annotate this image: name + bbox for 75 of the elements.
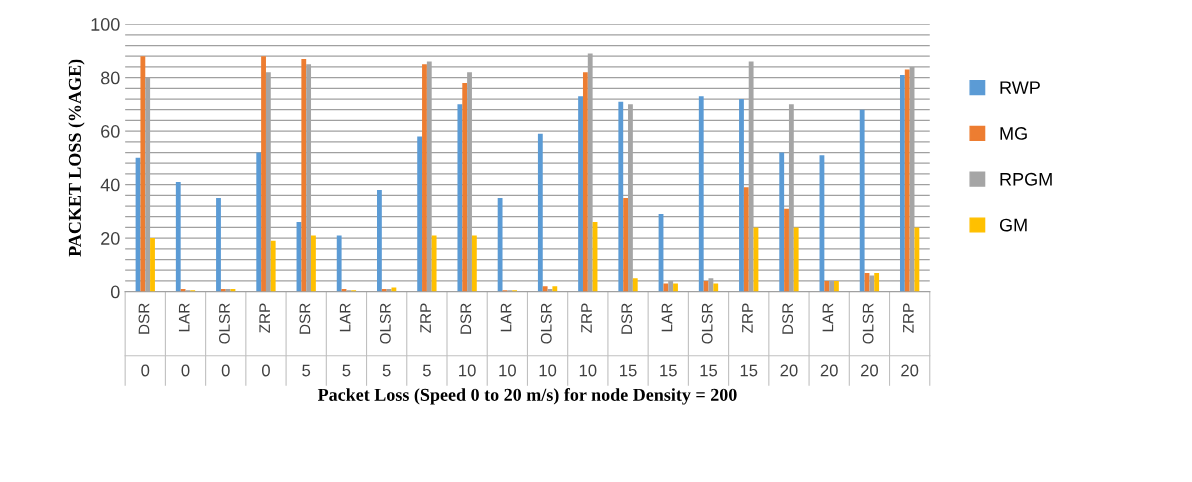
x-axis-title: Packet Loss (Speed 0 to 20 m/s) for node Density = 200: [317, 388, 737, 405]
category-label: 10 DSR: [459, 303, 476, 377]
bar: [336, 235, 342, 292]
legend-label: MG: [1000, 127, 1027, 140]
y-tick-label: 20: [101, 232, 120, 245]
bar: [899, 74, 905, 292]
bar: [462, 82, 468, 292]
bar: [537, 133, 543, 292]
category-label: 10 ZRP: [579, 303, 597, 377]
y-tick-label: 80: [101, 71, 120, 85]
category-label: 0 LAR: [178, 303, 190, 377]
y-tick-label: 40: [100, 178, 120, 192]
bar: [618, 101, 624, 292]
category-label: 5 OLSR: [379, 303, 391, 377]
bar: [874, 272, 880, 292]
category-label: 20 DSR: [780, 303, 798, 377]
category-label: 15 DSR: [620, 303, 637, 377]
bar: [417, 136, 423, 292]
category-label: 5 LAR: [339, 303, 351, 377]
bar: [779, 152, 785, 292]
bar: [261, 56, 266, 292]
category-label: 10 OLSR: [539, 303, 557, 377]
bar: [914, 227, 920, 292]
bar: [663, 283, 669, 292]
category-label: 20 OLSR: [860, 303, 879, 377]
bar: [542, 286, 548, 292]
bar: [673, 283, 678, 292]
bar: [497, 197, 503, 292]
bar: [743, 187, 749, 292]
bar: [140, 56, 146, 292]
bar: [471, 235, 477, 292]
bar: [422, 64, 427, 292]
bar: [859, 109, 865, 292]
y-axis-title: PACKET LOSS (%AGE): [68, 59, 85, 257]
category-label: 15 LAR: [660, 303, 677, 377]
bar: [256, 152, 262, 292]
bar: [713, 283, 719, 292]
bar: [869, 275, 875, 292]
bar: [150, 238, 155, 292]
bar: [457, 104, 463, 292]
bar: [552, 286, 558, 292]
bar: [623, 197, 629, 292]
y-tick-label: 0: [110, 285, 120, 299]
bar: [431, 235, 437, 292]
category-label: 10 LAR: [499, 303, 516, 377]
category-label: 0 OLSR: [219, 303, 230, 377]
category-label: 15 OLSR: [700, 303, 718, 377]
bar: [216, 197, 221, 292]
y-tick-label: 100: [91, 18, 120, 31]
legend-label: RPGM: [1000, 172, 1052, 186]
bar: [377, 189, 382, 292]
bar: [632, 278, 638, 292]
bar: [698, 96, 704, 292]
category-label: 15 ZRP: [740, 303, 758, 377]
category-label: 5 DSR: [299, 303, 311, 377]
bar: [175, 181, 181, 292]
bar: [824, 280, 830, 292]
bar: [582, 72, 588, 292]
bar: [904, 69, 910, 292]
bar: [270, 240, 276, 292]
category-label: 0 DSR: [138, 303, 150, 377]
bar: [834, 280, 839, 292]
bar: [784, 208, 789, 292]
bar: [739, 99, 744, 292]
bar: [311, 235, 316, 292]
y-tick-label: 60: [101, 125, 120, 138]
legend-label: RWP: [1000, 81, 1040, 94]
bar: [578, 96, 583, 292]
category-label: 5 ZRP: [420, 303, 431, 377]
bar: [793, 227, 799, 292]
category-label: 20 LAR: [820, 303, 838, 377]
category-label: 20 ZRP: [901, 303, 919, 377]
legend-label: GM: [999, 218, 1027, 232]
bar: [301, 58, 307, 292]
category-label: 0 ZRP: [259, 303, 270, 377]
